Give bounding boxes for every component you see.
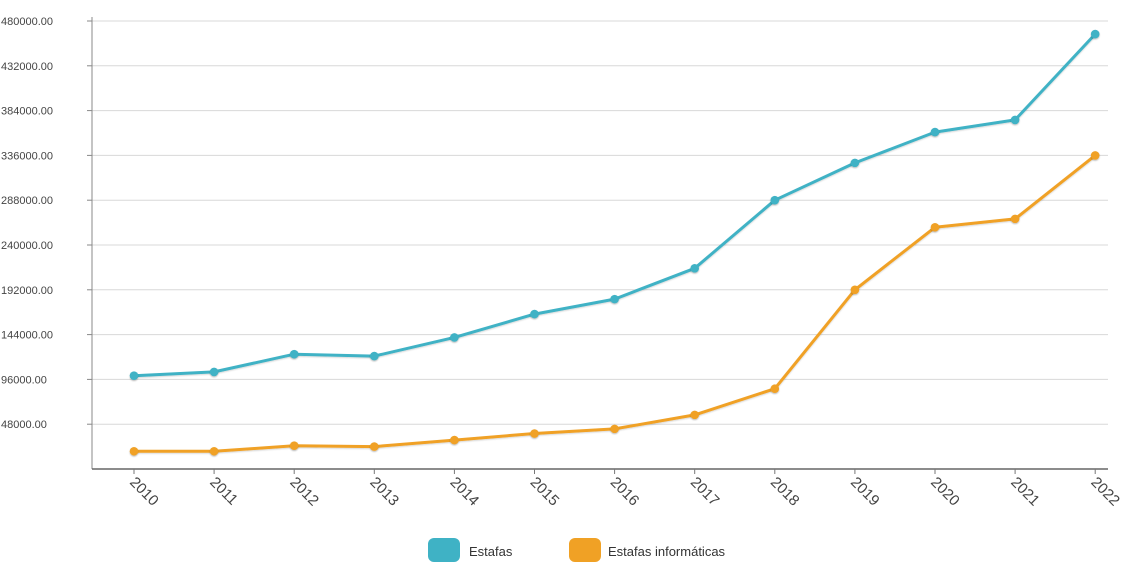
y-tick-label: 192000.00	[1, 285, 53, 297]
tick-labels: 480000.00 432000.00 384000.00 336000.00 2880…	[1, 16, 1121, 509]
x-tick-label: 2011	[206, 474, 241, 509]
series-lines	[134, 34, 1095, 451]
data-point[interactable]	[290, 441, 299, 450]
x-tick-label: 2020	[927, 474, 963, 510]
data-point[interactable]	[1091, 151, 1100, 160]
x-tick-label: 2014	[447, 474, 483, 510]
legend-label[interactable]: Estafas	[469, 544, 513, 559]
x-tick-label: 2022	[1087, 474, 1121, 510]
x-tick-label: 2013	[366, 474, 402, 510]
data-point[interactable]	[771, 384, 780, 393]
data-point[interactable]	[130, 447, 139, 456]
series-line	[134, 34, 1095, 376]
data-point[interactable]	[771, 196, 780, 205]
y-tick-label: 432000.00	[1, 61, 53, 73]
data-point[interactable]	[690, 264, 699, 273]
x-tick-label: 2010	[126, 474, 162, 510]
data-point[interactable]	[370, 352, 379, 361]
legend-label[interactable]: Estafas informáticas	[608, 544, 726, 559]
x-tick-label: 2012	[286, 474, 322, 510]
y-tick-label: 240000.00	[1, 240, 53, 252]
y-tick-label: 384000.00	[1, 106, 53, 118]
data-point[interactable]	[1011, 215, 1020, 224]
data-point[interactable]	[931, 128, 940, 137]
legend: Estafas Estafas informáticas	[428, 538, 726, 562]
data-point[interactable]	[851, 159, 860, 168]
data-point[interactable]	[450, 436, 459, 445]
data-point[interactable]	[530, 310, 539, 319]
data-point[interactable]	[290, 350, 299, 359]
legend-swatch[interactable]	[569, 538, 601, 562]
data-point[interactable]	[530, 429, 539, 438]
x-tick-label: 2021	[1007, 474, 1043, 510]
x-tick-label: 2016	[607, 474, 643, 510]
data-point[interactable]	[130, 371, 139, 380]
legend-swatch[interactable]	[428, 538, 460, 562]
data-point[interactable]	[610, 425, 619, 434]
series-points	[130, 30, 1100, 456]
data-point[interactable]	[610, 295, 619, 304]
y-tick-label: 288000.00	[1, 195, 53, 207]
data-point[interactable]	[210, 368, 219, 377]
data-point[interactable]	[370, 442, 379, 451]
y-tick-label: 144000.00	[1, 330, 53, 342]
data-point[interactable]	[210, 447, 219, 456]
x-tick-label: 2019	[847, 474, 883, 510]
data-point[interactable]	[1011, 116, 1020, 125]
y-tick-label: 48000.00	[1, 419, 47, 431]
x-tick-label: 2018	[767, 474, 803, 510]
data-point[interactable]	[931, 223, 940, 232]
x-tick-label: 2015	[527, 474, 563, 510]
data-point[interactable]	[851, 286, 860, 295]
data-point[interactable]	[1091, 30, 1100, 39]
x-tick-label: 2017	[687, 474, 723, 510]
data-point[interactable]	[690, 411, 699, 420]
y-tick-label: 336000.00	[1, 150, 53, 162]
data-point[interactable]	[450, 333, 459, 342]
y-tick-label: 96000.00	[1, 374, 47, 386]
y-tick-label: 480000.00	[1, 16, 53, 28]
